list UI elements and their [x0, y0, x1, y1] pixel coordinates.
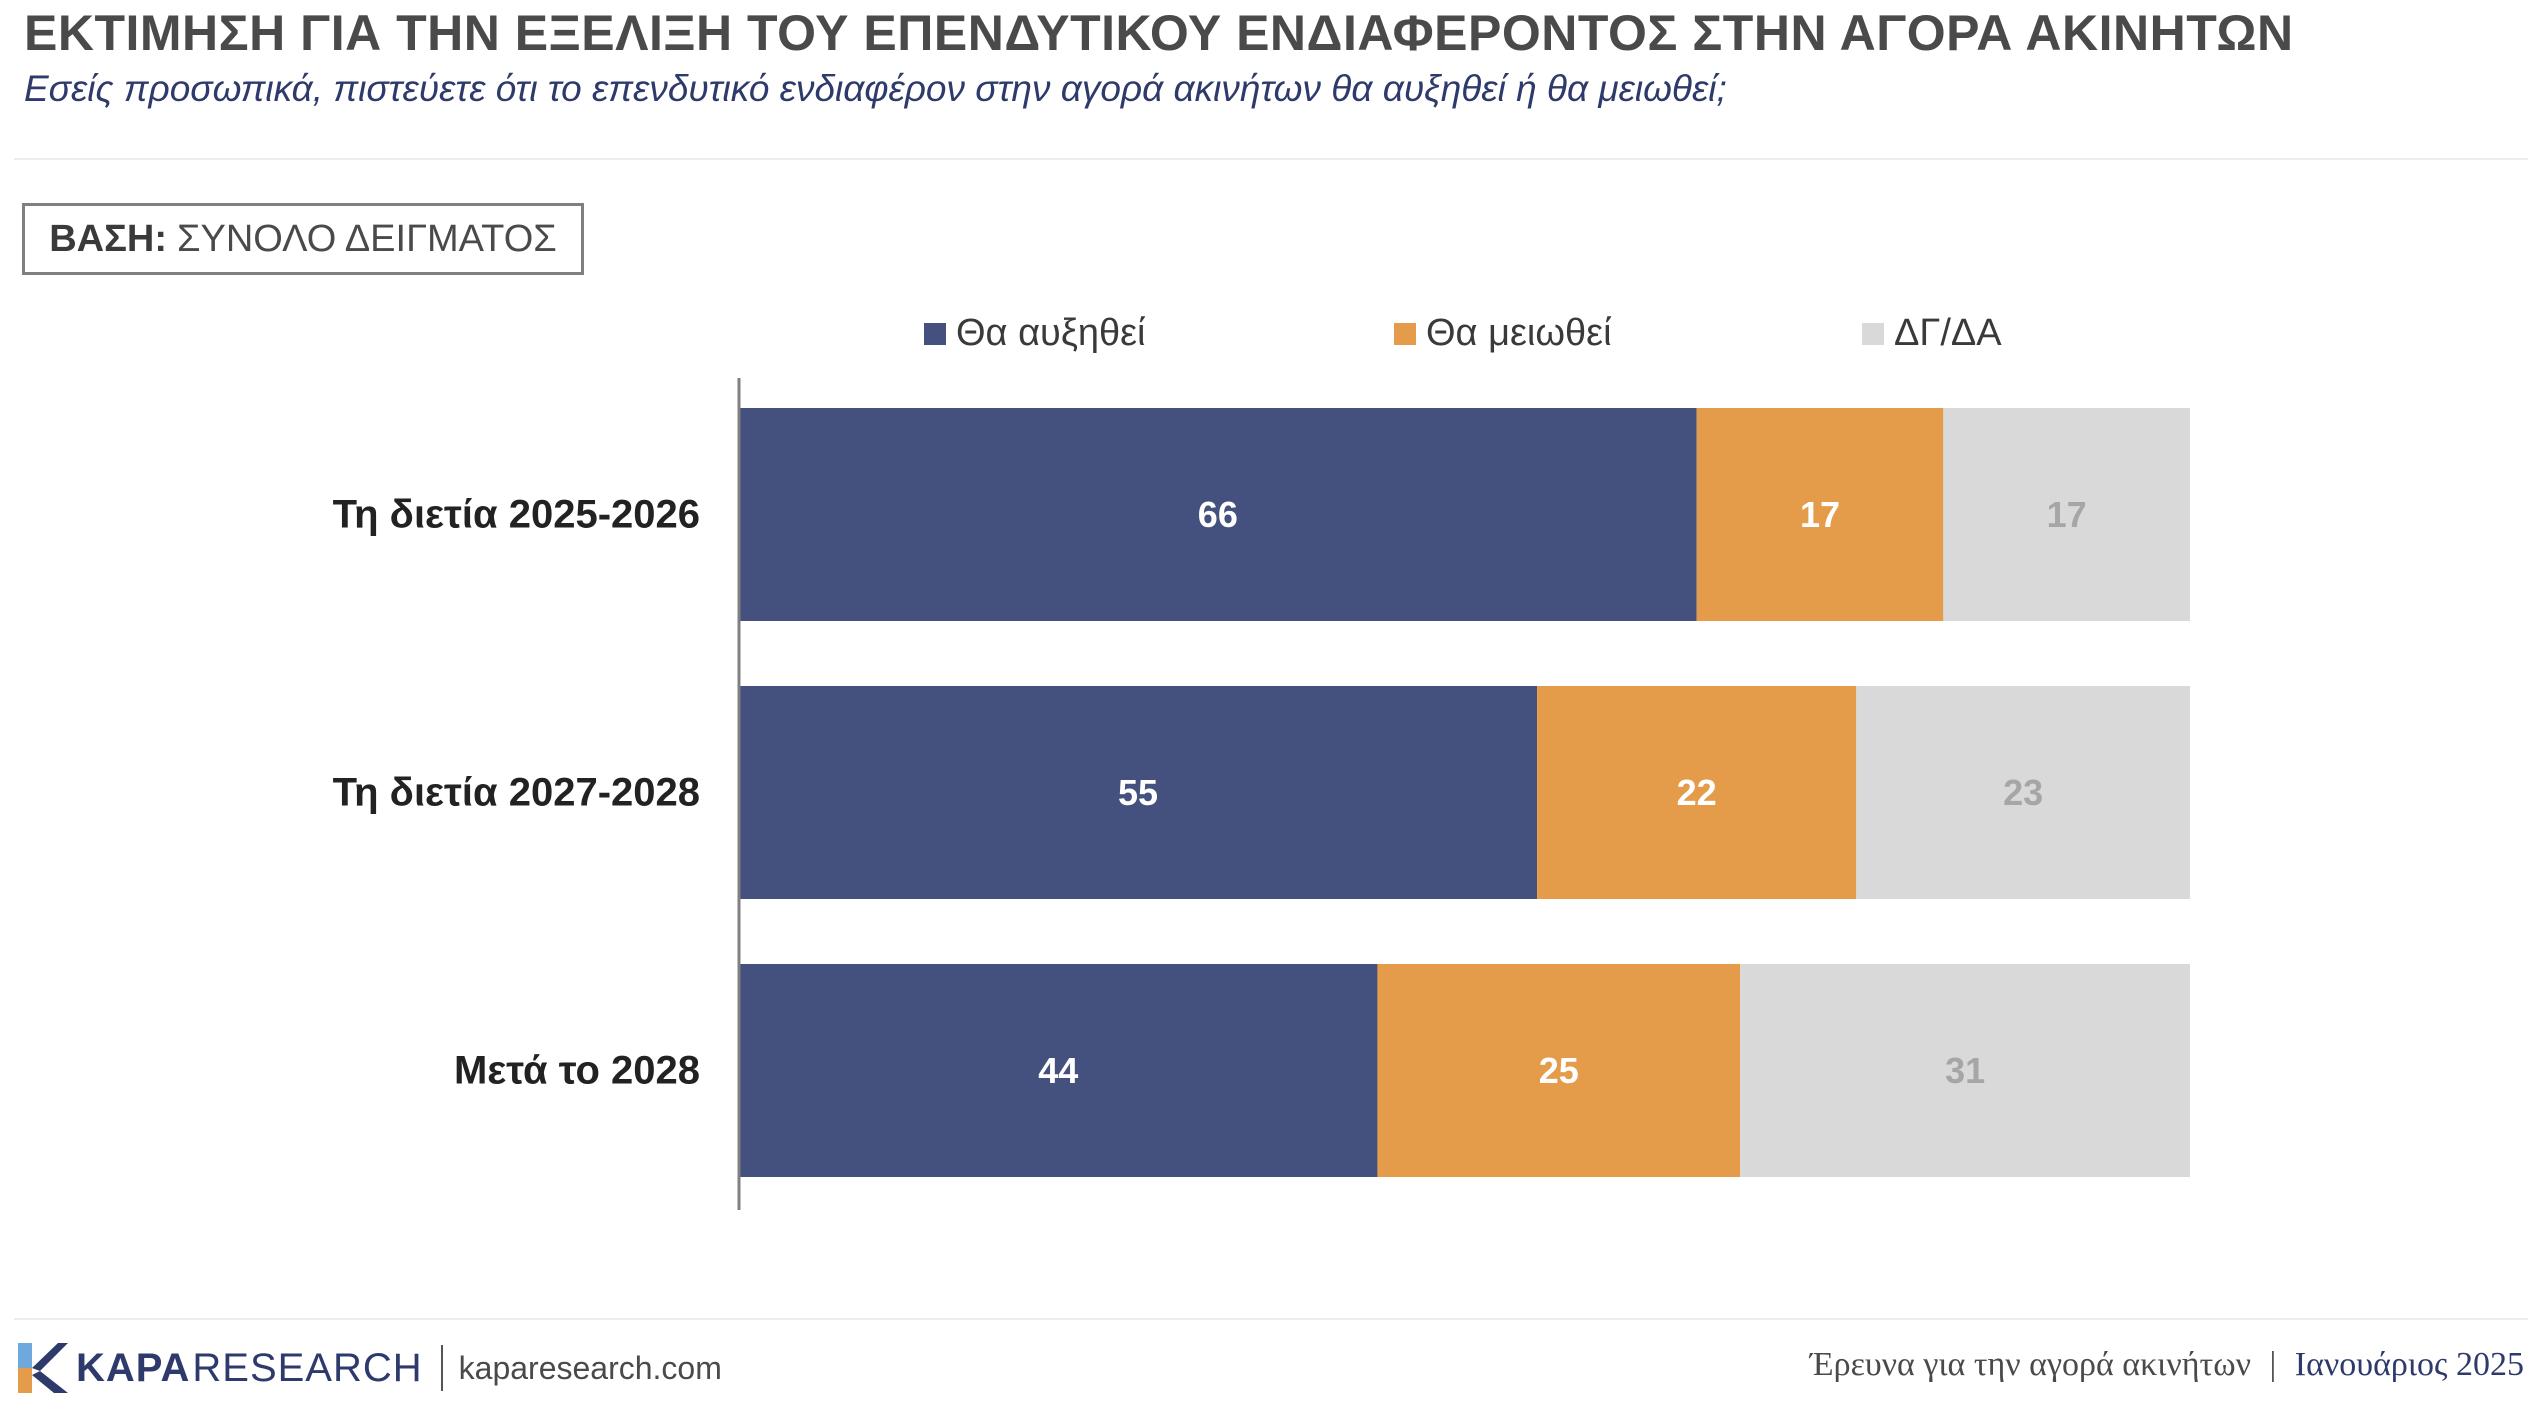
stacked-bar-chart: Τη διετία 2025-2026 66 17 17 Τη διετία 2027-… [333, 378, 2190, 1210]
data-label: 22 [1677, 772, 1717, 813]
category-label: Τη διετία 2025-2026 [333, 493, 700, 537]
data-label: 55 [1118, 772, 1158, 813]
kapa-logo-icon [18, 1343, 68, 1393]
bar-segment [1537, 686, 1857, 899]
data-label: 23 [2003, 772, 2043, 813]
legend-label-dkna: ΔΓ/ΔΑ [1894, 312, 2002, 354]
footer-divider [14, 1318, 2528, 1320]
legend-swatch-increase [924, 322, 946, 345]
brand-name-rest: RESEARCH [192, 1345, 423, 1390]
data-label: 17 [1800, 494, 1840, 535]
report-date: Ιανουάριος 2025 [2294, 1346, 2524, 1383]
legend-item-decrease: Θα μειωθεί [1394, 312, 1612, 355]
data-label: 44 [1038, 1050, 1078, 1091]
header-divider [14, 158, 2528, 160]
legend-item-increase: Θα αυξηθεί [924, 312, 1146, 355]
data-label: 31 [1945, 1050, 1985, 1091]
report-separator: | [2269, 1346, 2277, 1383]
brand-url: kaparesearch.com [458, 1349, 722, 1386]
data-label: 66 [1198, 494, 1238, 535]
footer-report-info: Έρευνα για την αγορά ακινήτων | Ιανουάρι… [1810, 1346, 2524, 1384]
legend-label-decrease: Θα μειωθεί [1426, 312, 1612, 354]
page-title: ΕΚΤΙΜΗΣΗ ΓΙΑ ΤΗΝ ΕΞΕΛΙΞΗ ΤΟΥ ΕΠΕΝΔΥΤΙΚΟΥ… [24, 5, 2294, 61]
page-subtitle: Εσείς προσωπικά, πιστεύετε ότι το επενδυ… [24, 68, 1727, 109]
base-value: ΣΥΝΟΛΟ ΔΕΙΓΜΑΤΟΣ [177, 217, 557, 260]
brand-name-bold: KAPA [76, 1345, 191, 1390]
bar-segment [739, 408, 1697, 621]
data-label: 17 [2047, 494, 2087, 535]
bar-segment [739, 686, 1538, 899]
category-label: Μετά το 2028 [454, 1049, 700, 1093]
report-name: Έρευνα για την αγορά ακινήτων [1810, 1346, 2251, 1383]
bar-segment [739, 964, 1378, 1177]
bar-segment [1943, 408, 2190, 621]
brand-separator [440, 1345, 443, 1391]
legend-item-dkna: ΔΓ/ΔΑ [1862, 312, 2002, 355]
category-label: Τη διετία 2027-2028 [333, 771, 700, 815]
bar-segment [1696, 408, 1944, 621]
bar-segment [1377, 964, 1741, 1177]
legend-label-increase: Θα αυξηθεί [956, 312, 1146, 354]
chart-legend: Θα αυξηθεί Θα μειωθεί ΔΓ/ΔΑ [0, 312, 2542, 368]
base-box: ΒΑΣΗ: ΣΥΝΟΛΟ ΔΕΙΓΜΑΤΟΣ [22, 203, 584, 275]
legend-swatch-dkna [1862, 322, 1884, 345]
footer-brand: KAPA RESEARCH kaparesearch.com [18, 1338, 722, 1398]
base-label: ΒΑΣΗ: [49, 217, 168, 260]
legend-swatch-decrease [1394, 322, 1416, 345]
bar-segment [1740, 964, 2190, 1177]
data-label: 25 [1539, 1050, 1579, 1091]
bar-segment [1856, 686, 2190, 899]
